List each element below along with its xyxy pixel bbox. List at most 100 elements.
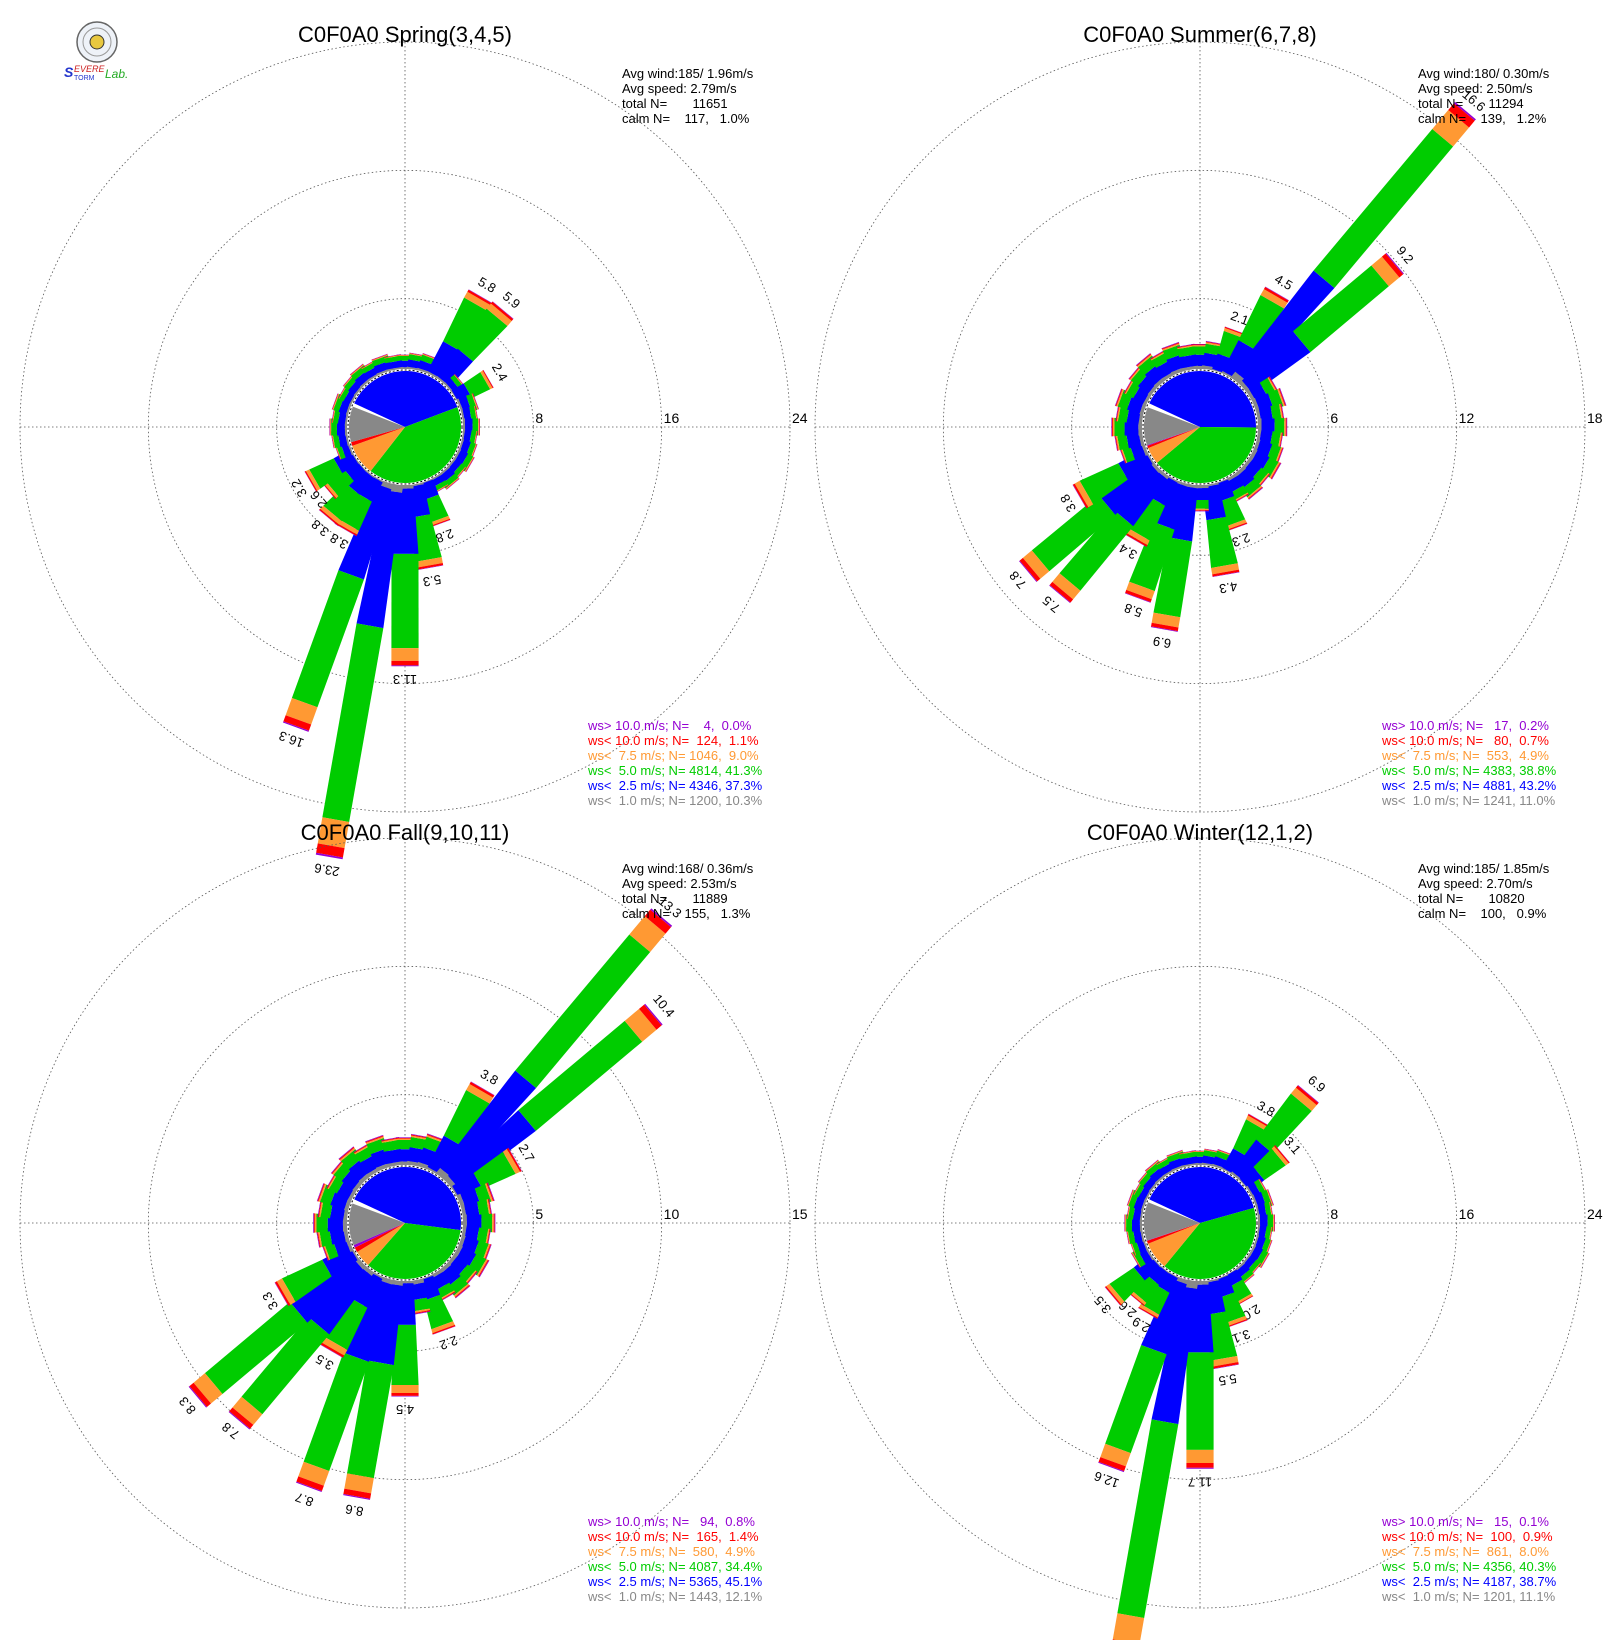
- petal-segment: [285, 697, 318, 725]
- petal-segment: [1130, 1252, 1140, 1268]
- svg-text:S: S: [64, 64, 74, 80]
- petal-segment: [353, 1143, 370, 1154]
- petal-220deg: [1049, 465, 1170, 604]
- legend-entry: ws> 10.0 m/s; N= 4, 0.0%: [587, 718, 752, 733]
- petal-segment: [384, 354, 401, 358]
- petal-segment: [1125, 1227, 1130, 1245]
- petal-segment: [1212, 569, 1240, 577]
- petal-label: 7.5: [1039, 593, 1062, 616]
- petal-segment: [1098, 1457, 1126, 1472]
- petal-200deg: [296, 1274, 394, 1492]
- petal-segment: [1281, 403, 1285, 422]
- radial-tick-label: 6: [1330, 410, 1338, 426]
- petal-60deg: [450, 369, 494, 406]
- petal-segment: [1031, 495, 1116, 572]
- petal-segment: [1191, 510, 1209, 512]
- petal-segment: [1284, 417, 1286, 437]
- petal-segment: [1273, 1214, 1275, 1232]
- petal-segment: [428, 515, 450, 527]
- petal-200deg: [282, 478, 394, 732]
- petal-segment: [1112, 417, 1113, 437]
- petal-segment: [1248, 1113, 1271, 1127]
- petal-segment: [1149, 474, 1178, 506]
- legend-entry: ws< 2.5 m/s; N= 5365, 45.1%: [587, 1574, 763, 1589]
- petal-segment: [371, 354, 388, 361]
- petal-segment: [322, 1243, 331, 1261]
- petal-segment: [473, 1151, 516, 1189]
- petal-segment: [486, 1199, 492, 1218]
- petal-segment: [443, 297, 488, 352]
- petal-segment: [432, 1324, 456, 1335]
- petal-segment: [502, 1148, 521, 1174]
- panel-title: C0F0A0 Summer(6,7,8): [1083, 22, 1317, 47]
- petal-segment: [327, 1173, 338, 1190]
- petal-210deg: [1122, 472, 1179, 548]
- petal-segment: [318, 1199, 324, 1218]
- petal-segment: [1052, 573, 1081, 600]
- petal-segment: [1186, 1467, 1214, 1469]
- petal-segment: [424, 1294, 454, 1330]
- petal-segment: [343, 1278, 392, 1362]
- petal-segment: [445, 477, 460, 490]
- petal-segment: [304, 471, 317, 492]
- petal-240deg: [274, 1244, 360, 1307]
- petal-segment: [1130, 1274, 1160, 1303]
- speed-pie: [347, 1165, 463, 1281]
- petal-segment: [1269, 376, 1279, 393]
- petal-segment: [1133, 1254, 1161, 1281]
- petal-segment: [1266, 1240, 1273, 1257]
- petal-segment: [282, 721, 309, 732]
- petal-segment: [432, 1326, 456, 1335]
- legend-entry: ws< 1.0 m/s; N= 1200, 10.3%: [587, 793, 763, 808]
- petal-140deg: [435, 465, 460, 490]
- petal-segment: [322, 623, 384, 823]
- petal-segment: [1263, 287, 1289, 303]
- petal-segment: [319, 1227, 333, 1247]
- petal-segment: [365, 1134, 384, 1142]
- pie-slice: [353, 1223, 405, 1248]
- legend-entry: ws> 10.0 m/s; N= 17, 0.2%: [1381, 718, 1549, 733]
- petal-label: 2.3: [1230, 530, 1252, 550]
- petal-label: 5.9: [500, 289, 523, 312]
- petal-segment: [1177, 344, 1195, 350]
- petal-segment: [1274, 418, 1285, 436]
- petal-segment: [323, 483, 360, 522]
- petal-segment: [1279, 432, 1283, 450]
- petal-segment: [1127, 1292, 1145, 1307]
- petal-segment: [1241, 1274, 1255, 1286]
- petal-segment: [1233, 1119, 1267, 1158]
- petal-segment: [321, 482, 336, 500]
- petal-segment: [1297, 1085, 1319, 1103]
- petal-segment: [483, 369, 494, 388]
- petal-segment: [1179, 1150, 1196, 1154]
- petal-segment: [330, 431, 335, 449]
- petal-segment: [1224, 1315, 1247, 1327]
- petal-segment: [384, 354, 401, 358]
- petal-segment: [1286, 417, 1288, 437]
- radial-tick-label: 16: [664, 410, 680, 426]
- petal-segment: [1119, 446, 1127, 464]
- petal-segment: [1205, 342, 1224, 347]
- petal-segment: [467, 289, 493, 306]
- petal-segment: [415, 562, 444, 570]
- radial-tick-label: 12: [1459, 410, 1475, 426]
- petal-segment: [486, 303, 512, 327]
- petal-label: 6.9: [1305, 1072, 1328, 1095]
- petal-segment: [325, 467, 354, 497]
- petal-350deg: [384, 354, 404, 372]
- petal-segment: [1151, 622, 1179, 632]
- info-line: calm N= 100, 0.9%: [1418, 906, 1547, 921]
- petal-segment: [330, 1158, 344, 1174]
- petal-segment: [1109, 1267, 1145, 1302]
- petal-segment: [493, 1213, 495, 1233]
- petal-190deg: [1150, 482, 1199, 632]
- petal-segment: [1106, 1283, 1125, 1305]
- petal-segment: [1177, 344, 1195, 348]
- petal-label: 5.5: [1217, 1371, 1237, 1389]
- svg-text:EVERE: EVERE: [74, 64, 106, 74]
- legend-entry: ws< 7.5 m/s; N= 1046, 9.0%: [587, 748, 759, 763]
- petal-segment: [1128, 364, 1141, 380]
- petal-segment: [480, 370, 493, 390]
- petal-label: 5.3: [422, 572, 442, 590]
- petal-segment: [274, 1282, 289, 1307]
